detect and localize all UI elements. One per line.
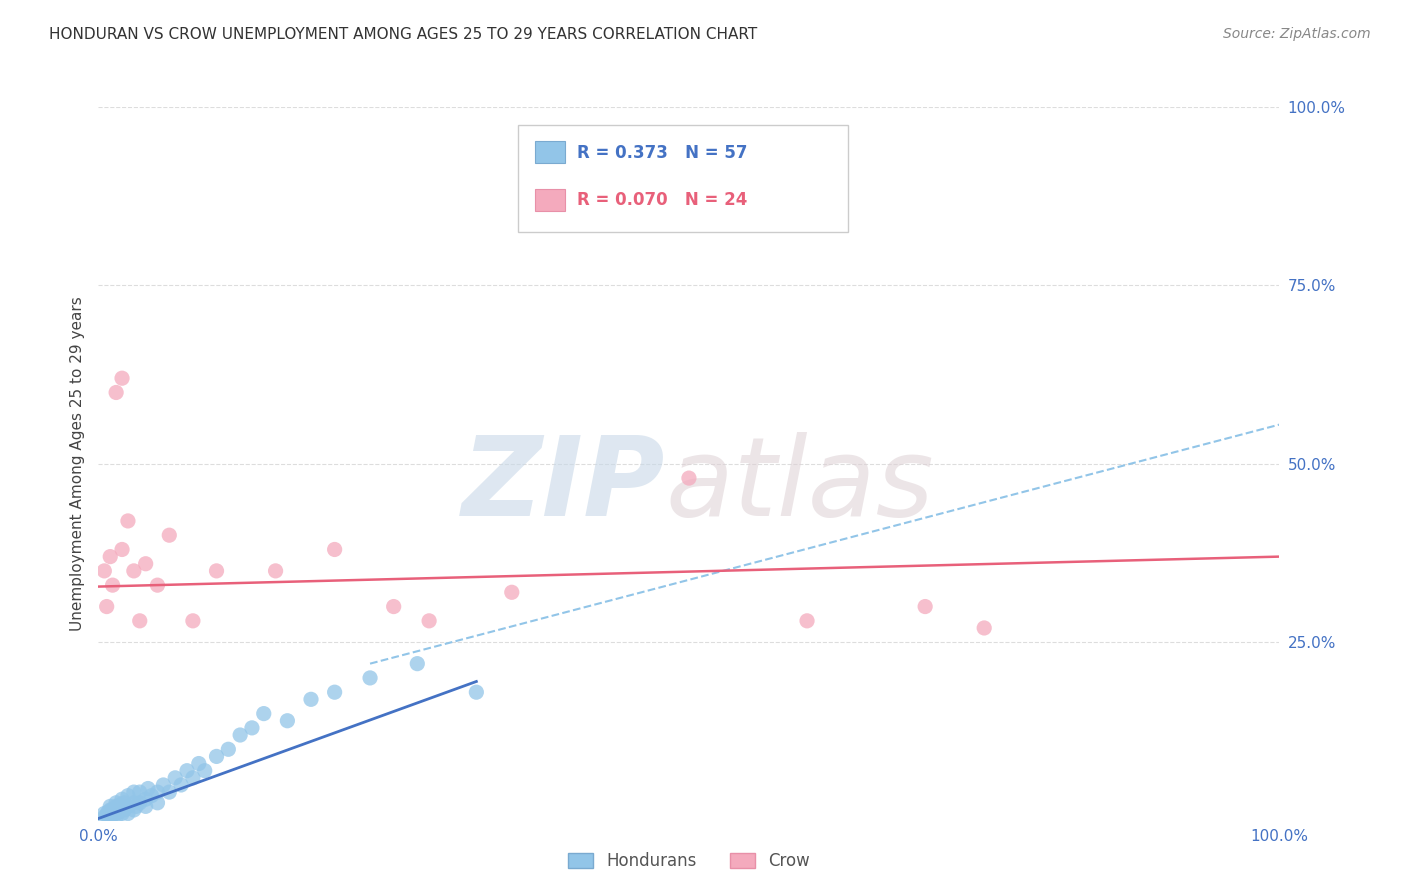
Point (111, 806, 134, 821)
Text: ZIP: ZIP (461, 432, 665, 539)
FancyBboxPatch shape (536, 189, 565, 211)
Point (105, 803, 128, 817)
Point (141, 789, 163, 803)
Point (501, 585, 523, 599)
Point (117, 806, 139, 821)
Point (105, 796, 128, 810)
Point (323, 542, 346, 557)
Point (128, 614, 150, 628)
Point (105, 385, 128, 400)
Point (176, 764, 198, 778)
Point (97, 805, 120, 819)
Point (136, 781, 159, 796)
Point (122, 785, 145, 799)
Point (98, 806, 121, 821)
Point (253, 706, 276, 721)
Point (96, 599, 118, 614)
Point (170, 778, 193, 792)
Point (93, 806, 115, 821)
Point (359, 671, 381, 685)
Point (181, 771, 204, 785)
Point (187, 756, 209, 771)
Point (146, 578, 169, 592)
FancyBboxPatch shape (517, 125, 848, 232)
Point (465, 685, 488, 699)
Point (111, 792, 134, 806)
Point (382, 599, 405, 614)
Point (96, 808, 118, 822)
Point (914, 599, 936, 614)
Point (217, 742, 239, 756)
Point (105, 810, 128, 824)
Point (135, 792, 157, 806)
Point (105, 806, 128, 821)
Point (122, 803, 145, 817)
FancyBboxPatch shape (536, 141, 565, 162)
Point (98, 803, 121, 817)
Point (112, 796, 135, 810)
Point (101, 808, 124, 822)
Point (111, 542, 134, 557)
Point (240, 721, 263, 735)
Point (93, 564, 115, 578)
Point (122, 796, 145, 810)
Point (107, 805, 129, 819)
Point (128, 796, 150, 810)
Point (117, 514, 139, 528)
Point (973, 621, 995, 635)
Point (125, 799, 148, 814)
Point (105, 799, 128, 814)
Point (112, 803, 135, 817)
Point (678, 471, 700, 485)
Text: R = 0.070   N = 24: R = 0.070 N = 24 (576, 191, 747, 209)
Point (98, 549, 121, 564)
Point (101, 578, 124, 592)
Point (229, 728, 252, 742)
Point (108, 797, 131, 812)
Point (205, 749, 228, 764)
Point (135, 799, 157, 814)
Point (406, 657, 429, 671)
Point (152, 778, 174, 792)
Point (117, 789, 139, 803)
Point (181, 614, 204, 628)
Point (117, 799, 139, 814)
Point (111, 799, 134, 814)
Point (108, 801, 131, 815)
Point (146, 796, 169, 810)
Point (93, 810, 115, 824)
Point (276, 714, 298, 728)
Point (165, 771, 187, 785)
Text: HONDURAN VS CROW UNEMPLOYMENT AMONG AGES 25 TO 29 YEARS CORRELATION CHART: HONDURAN VS CROW UNEMPLOYMENT AMONG AGES… (49, 27, 758, 42)
Point (194, 764, 217, 778)
Text: Source: ZipAtlas.com: Source: ZipAtlas.com (1223, 27, 1371, 41)
Text: R = 0.373   N = 57: R = 0.373 N = 57 (576, 145, 747, 162)
Point (157, 528, 180, 542)
Text: atlas: atlas (665, 432, 934, 539)
Point (146, 785, 169, 799)
Y-axis label: Unemployment Among Ages 25 to 29 years: Unemployment Among Ages 25 to 29 years (69, 296, 84, 632)
Point (205, 564, 228, 578)
Point (796, 614, 818, 628)
Point (264, 564, 287, 578)
Point (98, 799, 121, 814)
Point (111, 371, 134, 385)
Point (122, 564, 145, 578)
Legend: Hondurans, Crow: Hondurans, Crow (561, 846, 817, 877)
Point (299, 692, 322, 706)
Point (135, 557, 157, 571)
Point (323, 685, 346, 699)
Point (157, 785, 180, 799)
Point (418, 614, 440, 628)
Point (128, 785, 150, 799)
Point (101, 803, 124, 817)
Point (98, 810, 121, 824)
